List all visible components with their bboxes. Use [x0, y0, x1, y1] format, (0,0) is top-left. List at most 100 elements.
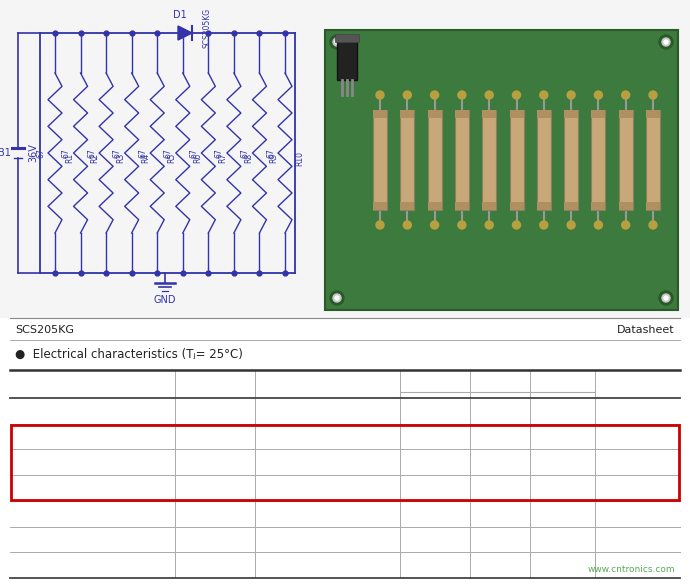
- Text: 67: 67: [138, 148, 147, 158]
- Circle shape: [333, 294, 341, 302]
- Text: 1200: 1200: [421, 406, 449, 416]
- Circle shape: [333, 38, 341, 46]
- Circle shape: [330, 291, 344, 305]
- Bar: [509, 110, 524, 118]
- Polygon shape: [178, 26, 192, 40]
- Bar: [482, 202, 496, 210]
- Bar: [619, 110, 633, 118]
- Bar: [400, 110, 414, 118]
- Text: -: -: [433, 509, 437, 519]
- Circle shape: [403, 221, 411, 229]
- Text: SCS205KG: SCS205KG: [203, 8, 212, 48]
- Bar: [509, 202, 524, 210]
- Circle shape: [567, 221, 575, 229]
- Circle shape: [485, 91, 493, 99]
- Text: ●  Electrical characteristics (Tⱼ= 25°C): ● Electrical characteristics (Tⱼ= 25°C): [15, 348, 243, 360]
- Text: R8: R8: [244, 153, 253, 163]
- Circle shape: [659, 35, 673, 49]
- Text: B1: B1: [0, 148, 10, 158]
- Bar: [325, 30, 678, 310]
- Text: Reverse current: Reverse current: [48, 534, 137, 544]
- Bar: [400, 202, 414, 210]
- Circle shape: [376, 221, 384, 229]
- Bar: [337, 40, 357, 80]
- Bar: [482, 110, 496, 118]
- Text: -: -: [433, 534, 437, 544]
- Text: Iᶠ= 5A, Tⱼ= 150°C: Iᶠ= 5A, Tⱼ= 150°C: [282, 457, 373, 467]
- Text: 67: 67: [61, 148, 70, 158]
- Text: 40: 40: [493, 534, 507, 544]
- Text: V: V: [633, 406, 641, 416]
- Circle shape: [485, 221, 493, 229]
- Circle shape: [335, 296, 339, 300]
- Circle shape: [540, 91, 548, 99]
- Bar: [373, 110, 387, 118]
- Text: 5: 5: [497, 509, 504, 519]
- Bar: [619, 202, 633, 210]
- Text: -: -: [433, 560, 437, 570]
- Text: -: -: [433, 432, 437, 442]
- Text: DC blocking voltage: DC blocking voltage: [37, 406, 148, 416]
- Circle shape: [594, 91, 602, 99]
- Circle shape: [649, 91, 657, 99]
- Bar: [400, 110, 414, 210]
- Text: -: -: [560, 406, 564, 416]
- Circle shape: [513, 91, 520, 99]
- Text: Symbol: Symbol: [195, 385, 236, 395]
- Bar: [428, 110, 442, 210]
- Bar: [455, 110, 469, 210]
- Text: 67: 67: [215, 148, 224, 158]
- Bar: [455, 202, 469, 210]
- Circle shape: [594, 221, 602, 229]
- Text: Iᶠ= 5A, Tⱼ= 25°C: Iᶠ= 5A, Tⱼ= 25°C: [285, 432, 370, 442]
- Circle shape: [330, 35, 344, 49]
- Text: 1.4: 1.4: [491, 432, 509, 442]
- Bar: [537, 110, 551, 118]
- Text: R3: R3: [116, 153, 125, 163]
- Text: -: -: [560, 534, 564, 544]
- Circle shape: [567, 91, 575, 99]
- Circle shape: [335, 40, 339, 44]
- Bar: [564, 110, 578, 118]
- Bar: [591, 202, 605, 210]
- Text: Vᴿ= 1200V, Tⱼ= 150°C: Vᴿ= 1200V, Tⱼ= 150°C: [269, 534, 386, 544]
- Text: 67: 67: [266, 148, 275, 158]
- Text: Parameter: Parameter: [63, 385, 121, 395]
- Text: R6: R6: [193, 153, 201, 163]
- Bar: [335, 34, 359, 42]
- Text: I: I: [209, 533, 213, 546]
- Text: Conditions: Conditions: [298, 385, 357, 395]
- Text: 1.8: 1.8: [491, 457, 509, 467]
- Circle shape: [664, 296, 668, 300]
- Text: 67: 67: [87, 148, 96, 158]
- Text: 67: 67: [36, 148, 45, 158]
- Bar: [537, 110, 551, 210]
- Text: Forward voltage: Forward voltage: [48, 457, 137, 467]
- Circle shape: [664, 40, 668, 44]
- Text: -: -: [560, 560, 564, 570]
- Bar: [11, 425, 679, 500]
- Circle shape: [622, 221, 630, 229]
- Bar: [10, 370, 680, 578]
- Text: R2: R2: [90, 153, 99, 163]
- Text: 67: 67: [240, 148, 250, 158]
- Text: V: V: [207, 456, 215, 469]
- Circle shape: [513, 221, 520, 229]
- Bar: [591, 110, 605, 210]
- Text: V: V: [207, 405, 215, 417]
- Text: R10: R10: [295, 151, 304, 165]
- Circle shape: [622, 91, 630, 99]
- Bar: [591, 110, 605, 118]
- Text: 1.6: 1.6: [553, 432, 571, 442]
- Bar: [564, 110, 578, 210]
- Circle shape: [659, 291, 673, 305]
- Text: 67: 67: [189, 148, 198, 158]
- Text: -: -: [433, 457, 437, 467]
- Text: R1: R1: [65, 153, 74, 163]
- Text: 67: 67: [164, 148, 172, 158]
- Bar: [428, 202, 442, 210]
- Bar: [0, 0, 690, 318]
- Text: R: R: [217, 538, 223, 547]
- Bar: [564, 202, 578, 210]
- Bar: [509, 110, 524, 210]
